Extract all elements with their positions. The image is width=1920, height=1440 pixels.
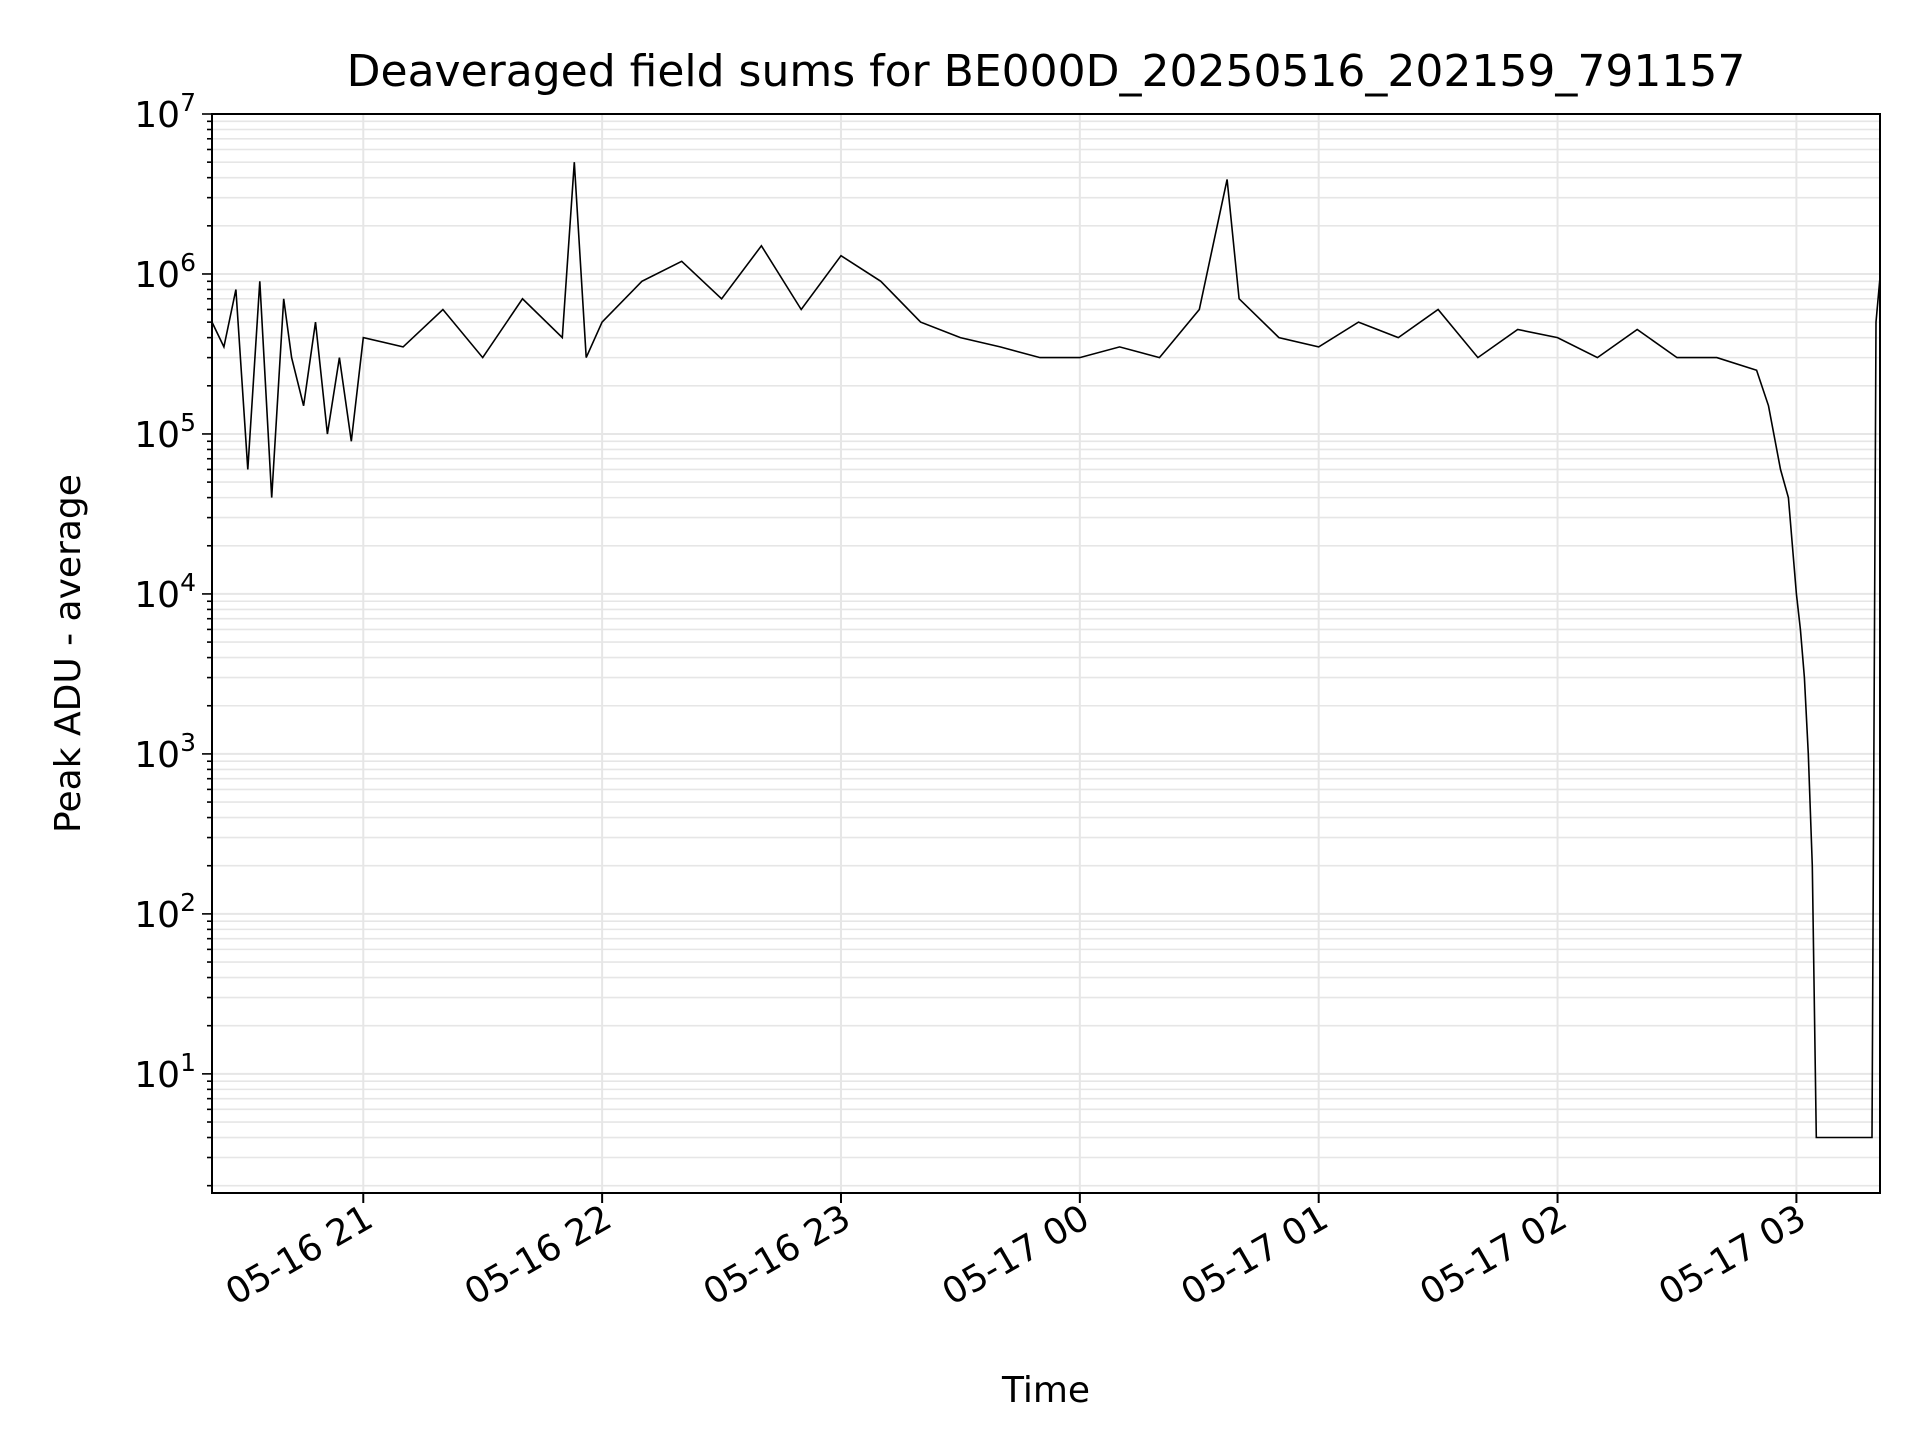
x-tick-label: 05-16 22 — [458, 1197, 619, 1313]
y-tick-label: 103 — [134, 728, 196, 776]
x-tick-label: 05-17 03 — [1652, 1197, 1813, 1313]
x-axis: 05-16 21 05-16 22 05-16 23 05-17 00 05-17 01… — [219, 1193, 1813, 1314]
x-tick-label: 05-16 21 — [219, 1197, 380, 1313]
y-tick-label: 106 — [134, 248, 196, 296]
y-tick-label: 104 — [134, 568, 196, 616]
grid — [212, 113, 1880, 1193]
plot-area-frame — [211, 113, 1881, 1194]
y-axis-label: Peak ADU - average — [48, 474, 89, 833]
x-tick-label: 05-16 23 — [697, 1197, 858, 1313]
y-tick-label: 101 — [134, 1048, 196, 1096]
x-tick-label: 05-17 02 — [1413, 1197, 1574, 1313]
y-tick-label: 107 — [134, 88, 196, 136]
chart-title: Deaveraged field sums for BE000D_2025051… — [347, 46, 1746, 97]
y-tick-label: 105 — [134, 408, 196, 456]
series-layer — [211, 162, 1881, 1139]
x-tick-label: 05-17 01 — [1175, 1197, 1336, 1313]
x-axis-label: Time — [1001, 1370, 1090, 1411]
x-tick-label: 05-17 00 — [936, 1197, 1097, 1313]
y-tick-label: 102 — [134, 888, 196, 936]
series-line — [211, 162, 1881, 1139]
y-axis: 101 102 103 104 105 106 107 — [134, 88, 212, 1187]
